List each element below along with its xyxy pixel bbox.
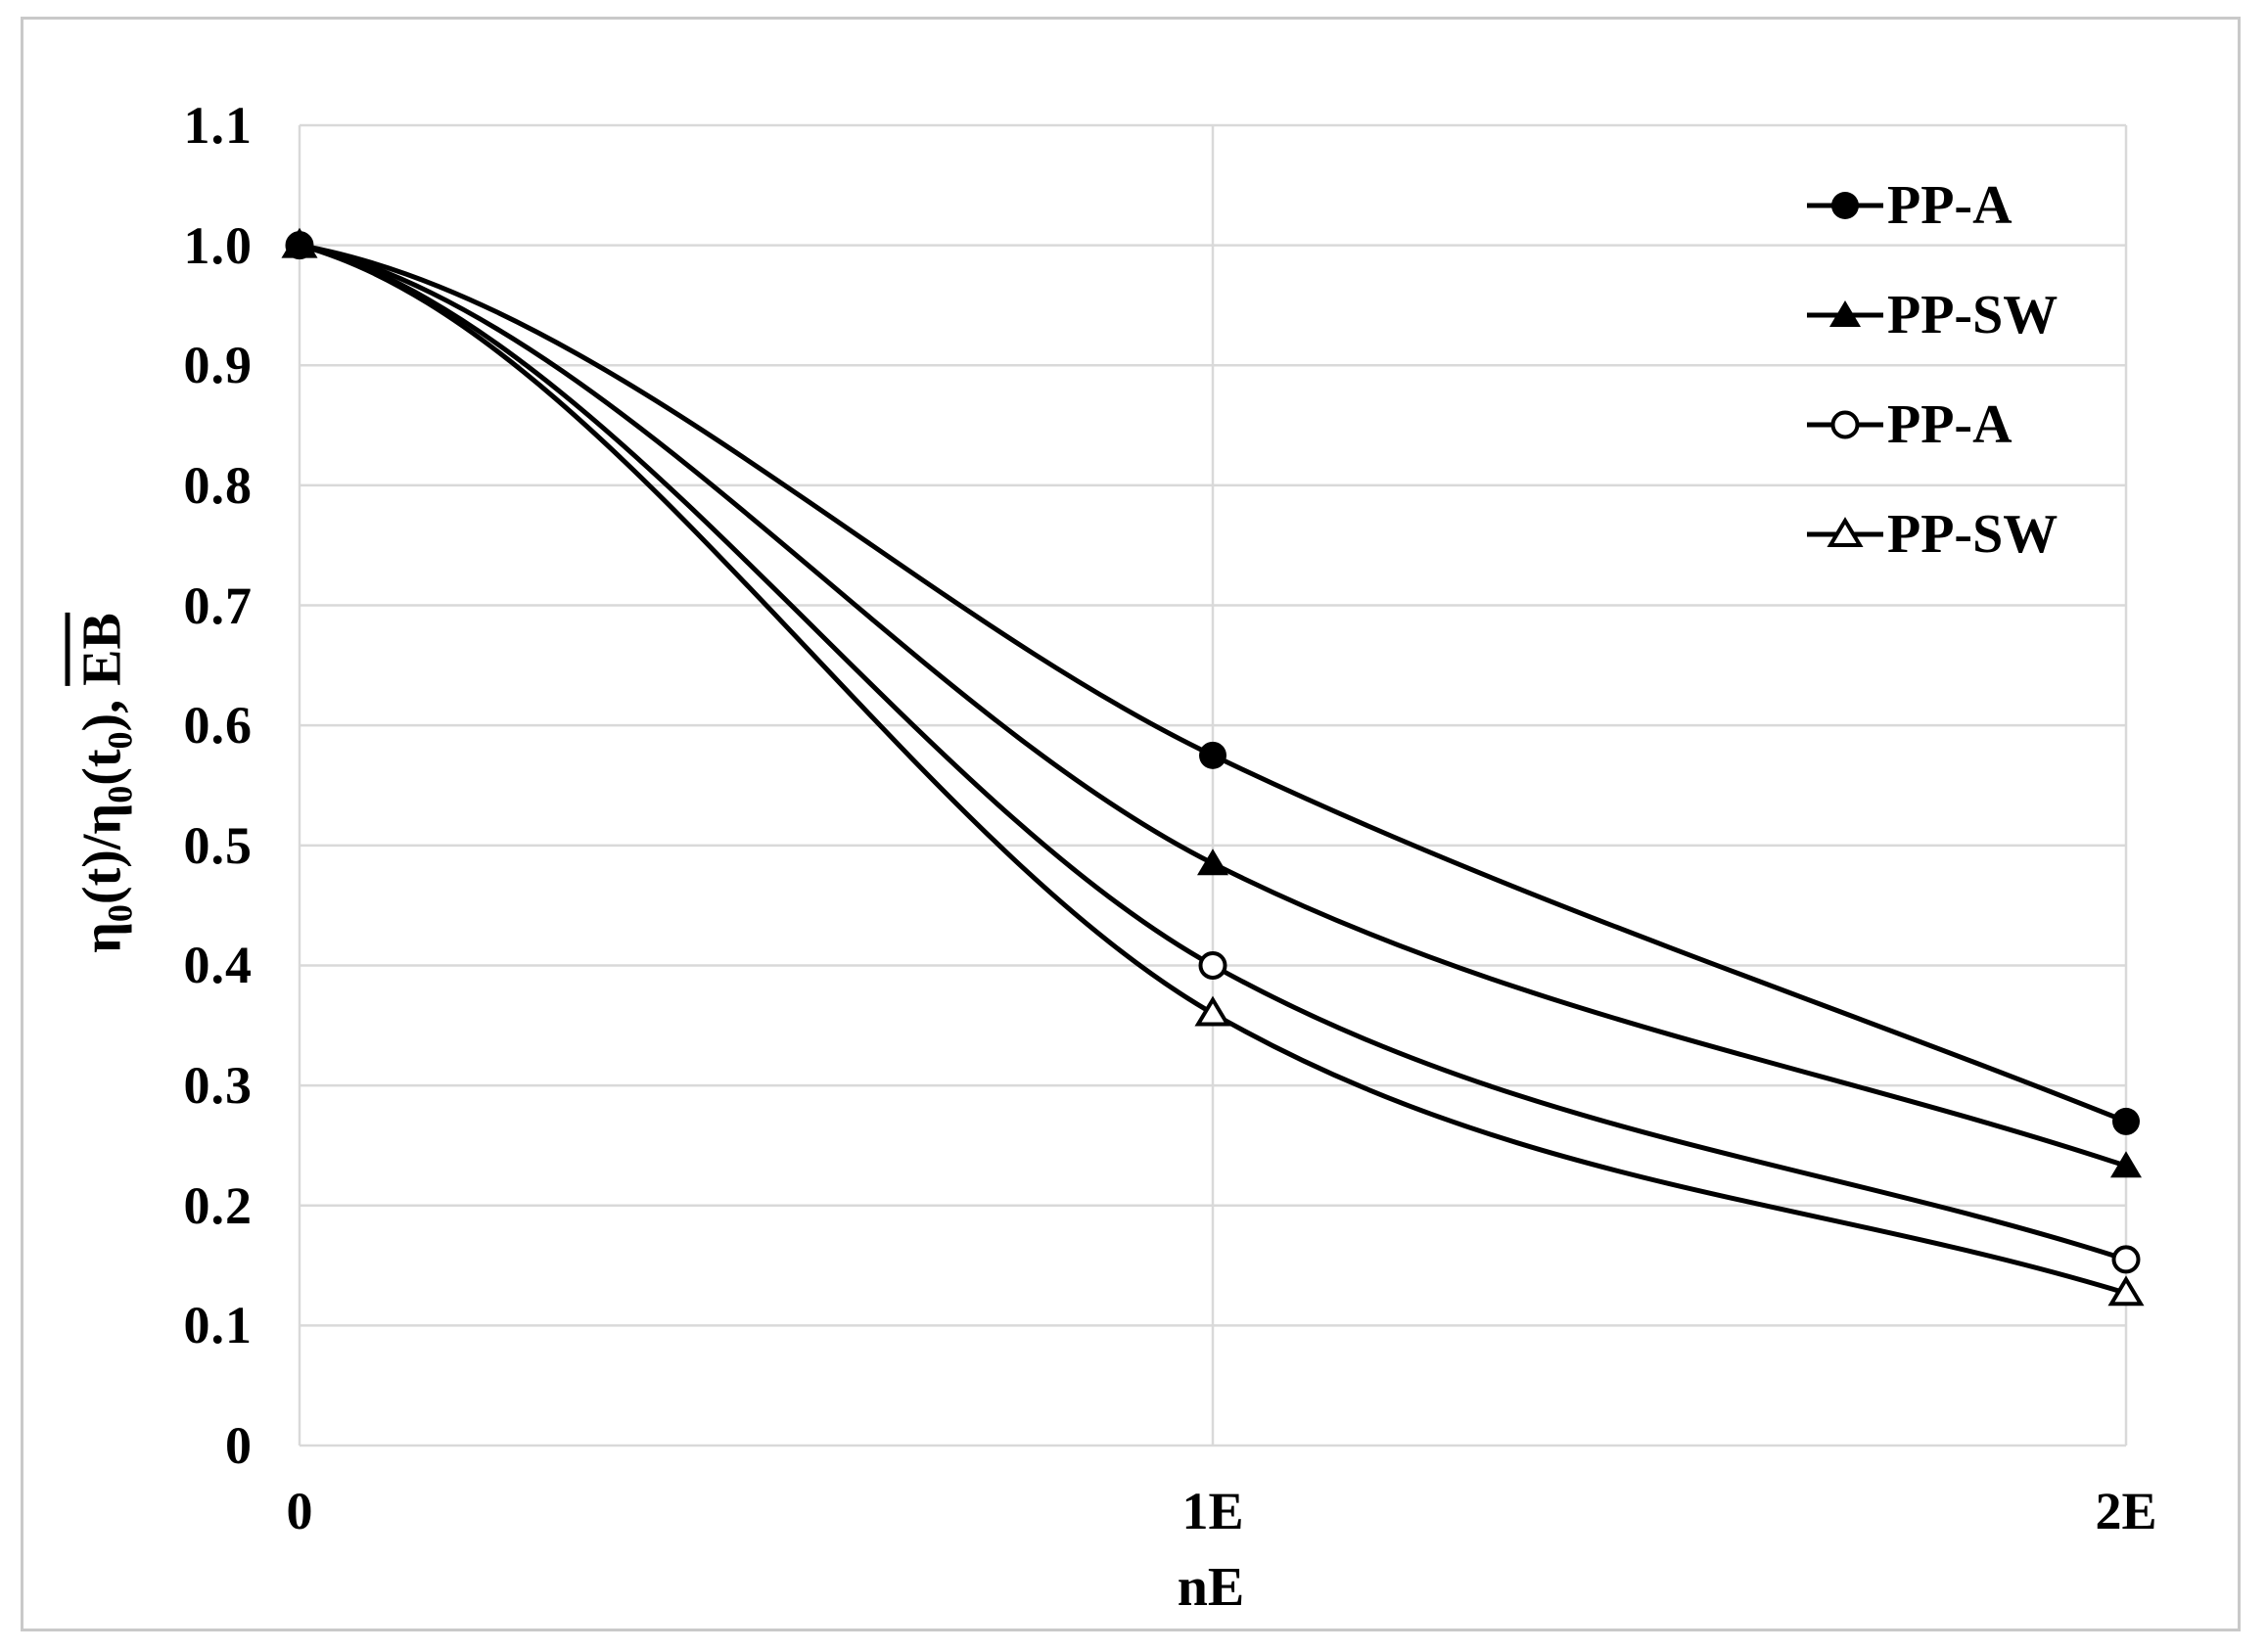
y-tick-label: 0.8 — [183, 455, 253, 515]
legend-label: PP-SW — [1887, 285, 2059, 345]
marker-open-circle — [1830, 410, 1860, 439]
marker-open-triangle — [1827, 517, 1864, 547]
y-axis-title-part: η — [71, 922, 133, 953]
legend-item: PP-A — [1807, 370, 2058, 480]
y-tick-label: 0.4 — [183, 936, 253, 995]
y-tick-label: 0.7 — [183, 575, 253, 635]
y-axis-title-part: (t)/η — [71, 803, 133, 905]
legend-marker-open-circle — [1807, 410, 1883, 439]
marker-filled-circle — [1199, 741, 1226, 769]
marker-open-triangle — [1194, 995, 1231, 1027]
legend-label: PP-A — [1887, 175, 2013, 236]
y-tick-label: 0.1 — [183, 1296, 253, 1355]
y-tick-label: 0.9 — [183, 336, 253, 395]
y-axis-title-part: 0 — [100, 785, 140, 803]
marker-filled-triangle — [1197, 849, 1228, 876]
series-line-pp-sw — [297, 243, 2129, 1296]
y-tick-label: 1.0 — [183, 215, 253, 275]
x-tick-label: 2E — [2095, 1482, 2157, 1540]
figure-border — [21, 17, 2241, 1631]
y-axis-title-part: EB — [65, 613, 133, 686]
y-axis-title-part: 0 — [100, 904, 140, 923]
legend-item: PP-A — [1807, 151, 2058, 260]
legend-marker-filled-triangle — [1807, 300, 1883, 327]
marker-open-circle — [2111, 1245, 2141, 1274]
legend-item: PP-SW — [1807, 260, 2058, 370]
y-tick-label: 1.1 — [183, 96, 253, 155]
marker-filled-triangle — [1829, 300, 1861, 327]
x-tick-label: 1E — [1181, 1482, 1244, 1540]
x-tick-label: 0 — [286, 1482, 313, 1540]
series-line-pp-a — [297, 243, 2129, 1262]
legend-marker-filled-circle — [1807, 192, 1883, 219]
marker-filled-circle — [286, 231, 313, 259]
legend-item: PP-SW — [1807, 480, 2058, 589]
y-tick-label: 0.3 — [183, 1056, 253, 1116]
series-line-pp-sw — [297, 243, 2129, 1169]
y-axis-title-part: 0 — [100, 731, 140, 750]
y-axis-title: η0(t)/η0(t0), EB — [65, 613, 141, 953]
y-tick-label: 0.2 — [183, 1175, 253, 1235]
marker-filled-circle — [1831, 192, 1859, 219]
y-axis-title-part: (t — [71, 749, 133, 786]
legend: PP-A PP-SW PP-A PP-SW — [1807, 151, 2058, 589]
y-tick-label: 0.5 — [183, 815, 253, 875]
y-tick-label: 0.6 — [183, 696, 253, 756]
marker-open-circle — [1198, 950, 1227, 980]
marker-filled-triangle — [2110, 1151, 2142, 1178]
legend-label: PP-SW — [1887, 504, 2059, 565]
legend-label: PP-A — [1887, 394, 2013, 455]
y-axis-title-part: ), — [71, 685, 133, 732]
y-tick-label: 0 — [225, 1416, 253, 1475]
x-axis-title: nE — [1177, 1557, 1245, 1618]
legend-marker-open-triangle — [1807, 517, 1883, 547]
marker-open-triangle — [2107, 1275, 2145, 1307]
marker-filled-circle — [2112, 1107, 2140, 1135]
